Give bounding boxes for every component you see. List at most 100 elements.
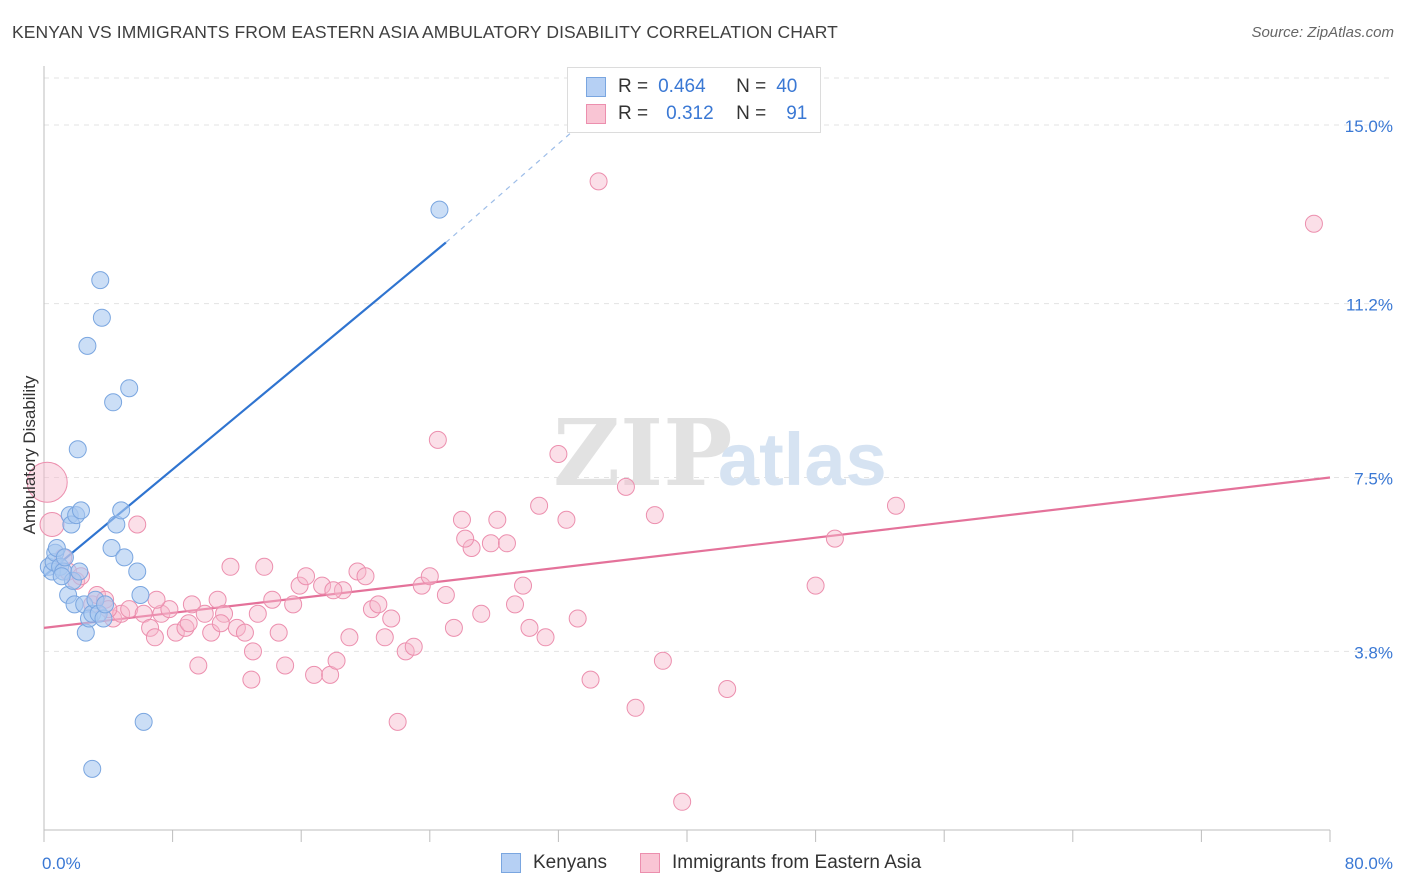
data-point-eastern-asia <box>263 590 282 609</box>
legend-n-value: 40 <box>776 76 798 97</box>
grid-lines <box>44 77 1392 652</box>
legend-r-label: R = <box>618 103 649 124</box>
y-tick-label: 3.8% <box>1354 643 1393 662</box>
data-point-eastern-asia <box>653 651 672 670</box>
data-point-eastern-asia <box>327 651 346 670</box>
legend-item-kenyans: Kenyans <box>501 852 607 874</box>
y-axis-label: Ambulatory Disability <box>20 375 39 534</box>
x-tick-label: 80.0% <box>1345 854 1393 873</box>
data-point-eastern-asia <box>166 623 185 642</box>
data-point-eastern-asia <box>481 534 500 553</box>
data-point-eastern-asia <box>428 430 447 449</box>
data-point-eastern-asia <box>673 792 692 811</box>
data-point-eastern-asia <box>806 576 825 595</box>
data-point-eastern-asia <box>589 172 608 191</box>
data-point-eastern-asia <box>324 581 343 600</box>
data-point-eastern-asia <box>356 567 375 586</box>
trend-lines <box>43 115 1331 629</box>
data-point-eastern-asia <box>369 595 388 614</box>
data-point-eastern-asia <box>179 614 198 633</box>
data-point-eastern-asia <box>141 618 160 637</box>
correlation-legend: R = 0.464 N = 40 R = 0.312 N = 91 <box>567 67 821 133</box>
data-point-kenyans <box>55 548 74 567</box>
legend-n-label: N = <box>736 103 767 124</box>
data-point-eastern-asia <box>404 637 423 656</box>
data-point-eastern-asia <box>202 623 221 642</box>
trend-line-kenyans-extension <box>445 115 591 243</box>
watermark-atlas: atlas <box>718 418 887 501</box>
legend-r-value: 0.312 <box>666 103 714 124</box>
data-point-kenyans <box>102 539 121 557</box>
axes <box>43 66 1331 842</box>
data-point-eastern-asia <box>276 656 295 675</box>
data-point-kenyans <box>68 440 87 459</box>
data-point-kenyans <box>131 586 150 604</box>
data-point-eastern-asia <box>456 529 475 548</box>
data-point-eastern-asia <box>530 496 549 515</box>
data-point-eastern-asia <box>581 670 600 689</box>
series-legend: Kenyans Immigrants from Eastern Asia <box>0 852 1406 878</box>
x-tick-labels: 0.0% 80.0% <box>42 854 1393 873</box>
data-point-eastern-asia <box>626 698 645 717</box>
data-point-kenyans <box>96 595 115 614</box>
series-eastern-asia-points <box>26 172 1323 811</box>
data-point-eastern-asia <box>825 529 844 548</box>
data-point-eastern-asia <box>147 590 166 609</box>
data-point-eastern-asia <box>497 534 516 553</box>
zipatlas-watermark: ZIP atlas <box>553 399 887 507</box>
data-point-eastern-asia <box>176 618 195 637</box>
y-tick-label: 11.2% <box>1346 296 1393 315</box>
data-point-eastern-asia <box>718 680 737 698</box>
data-point-eastern-asia <box>26 461 68 503</box>
legend-label-kenyans: Kenyans <box>533 852 607 873</box>
legend-swatch-pink <box>640 853 660 873</box>
data-point-kenyans <box>134 712 153 731</box>
data-point-eastern-asia <box>388 712 407 731</box>
data-point-eastern-asia <box>340 628 359 647</box>
data-point-eastern-asia <box>549 445 568 463</box>
data-point-kenyans <box>430 200 449 219</box>
data-point-eastern-asia <box>120 600 139 619</box>
data-point-eastern-asia <box>472 604 491 623</box>
data-point-eastern-asia <box>145 628 164 647</box>
data-point-eastern-asia <box>128 515 147 534</box>
y-tick-label: 15.0% <box>1345 117 1393 136</box>
data-point-eastern-asia <box>462 539 481 557</box>
data-point-eastern-asia <box>195 604 214 623</box>
data-point-eastern-asia <box>505 595 524 614</box>
legend-n-label: N = <box>736 76 767 97</box>
data-point-eastern-asia <box>290 576 309 595</box>
trend-line-kenyans <box>43 241 447 578</box>
legend-label-eastern-asia: Immigrants from Eastern Asia <box>672 852 922 873</box>
data-point-kenyans <box>120 379 139 398</box>
series-kenyans-points <box>39 200 449 778</box>
data-point-kenyans <box>52 567 71 586</box>
data-point-eastern-asia <box>215 604 234 623</box>
data-point-eastern-asia <box>305 665 324 684</box>
data-point-eastern-asia <box>211 614 230 633</box>
data-point-eastern-asia <box>568 609 587 628</box>
data-point-eastern-asia <box>221 557 240 576</box>
y-tick-labels: 3.8% 7.5% 11.2% 15.0% <box>1345 117 1393 662</box>
data-point-eastern-asia <box>235 623 254 642</box>
data-point-eastern-asia <box>1304 214 1323 233</box>
data-point-eastern-asia <box>284 595 303 614</box>
legend-swatch-pink <box>586 104 606 124</box>
data-point-eastern-asia <box>452 510 471 529</box>
data-point-eastern-asia <box>160 600 179 619</box>
data-point-eastern-asia <box>39 512 65 537</box>
trend-line-eastern-asia <box>43 476 1331 629</box>
chart-title: KENYAN VS IMMIGRANTS FROM EASTERN ASIA A… <box>12 22 838 42</box>
data-point-eastern-asia <box>886 496 905 515</box>
data-point-eastern-asia <box>436 586 455 604</box>
legend-swatch-blue <box>586 77 606 97</box>
data-point-eastern-asia <box>382 609 401 628</box>
data-point-eastern-asia <box>420 567 439 586</box>
data-point-eastern-asia <box>269 623 288 642</box>
data-point-eastern-asia <box>362 600 381 619</box>
data-point-eastern-asia <box>242 670 261 689</box>
data-point-eastern-asia <box>333 581 352 600</box>
legend-row-kenyans: R = 0.464 N = 40 <box>586 76 797 98</box>
data-point-eastern-asia <box>255 557 274 576</box>
